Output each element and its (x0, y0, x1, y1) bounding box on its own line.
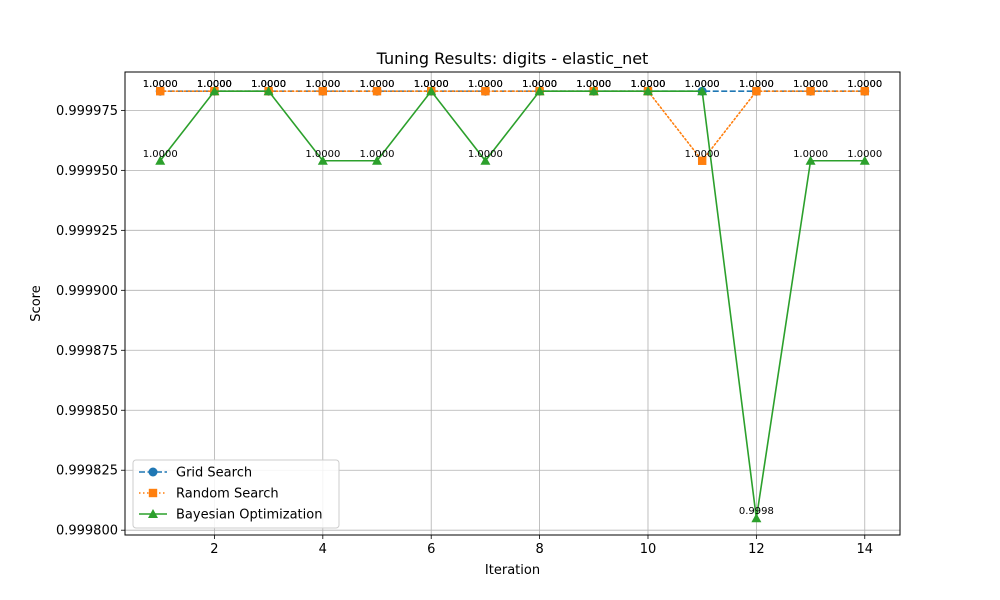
y-tick-label: 0.999900 (56, 284, 118, 299)
bayesian-optimization-point (155, 155, 166, 165)
bayesian-optimization-data-label: 1.0000 (847, 149, 882, 160)
random-search-data-label: 1.0000 (522, 79, 557, 90)
grid-search-data-label: 1.0000 (360, 79, 395, 90)
x-axis-label: Iteration (485, 563, 540, 578)
random-search-data-label: 1.0000 (630, 79, 665, 90)
random-search-point (697, 156, 707, 165)
y-tick-label: 0.999950 (56, 164, 118, 179)
bayesian-optimization-data-label: 1.0000 (793, 149, 828, 160)
chart-title: Tuning Results: digits - elastic_net (376, 49, 649, 69)
bayesian-optimization-data-label: 1.0000 (414, 79, 449, 90)
random-search-point (752, 86, 761, 96)
random-search-data-label: 1.0000 (739, 79, 774, 90)
legend-marker-bayesian-optimization (148, 509, 158, 518)
legend-label-random-search: Random Search (176, 487, 279, 502)
legend: Grid Search Random Search Bayesian Optimiz… (132, 459, 340, 529)
grid-search-data-label: 1.0000 (847, 79, 882, 90)
x-tick-label: 8 (535, 542, 543, 557)
random-search-data-label: 1.0000 (468, 79, 503, 90)
y-axis-label: Score (29, 285, 44, 321)
bayesian-optimization-point (805, 155, 816, 165)
axis-ticks: 2 4 6 8 10 12 14 0.999800 0.999825 0.999850 0.9998… (56, 104, 873, 557)
random-search-data-label: 1.0000 (197, 79, 232, 90)
grid-search-data-label: 1.0000 (305, 79, 340, 90)
y-tick-label: 0.999825 (56, 464, 118, 479)
random-search-data-label: 1.0000 (847, 79, 882, 90)
random-search-point (806, 86, 815, 96)
y-tick-label: 0.999875 (56, 344, 118, 359)
grid-search-data-label: 1.0000 (522, 79, 557, 90)
legend-box (132, 459, 340, 529)
bayesian-optimization-point (697, 86, 708, 96)
random-search-point (481, 86, 490, 96)
bayesian-optimization-point (534, 86, 545, 96)
bayesian-optimization-point (642, 86, 653, 96)
random-search-data-label: 1.0000 (414, 79, 449, 90)
bayesian-optimization-data-label: 1.0000 (630, 79, 665, 90)
bayesian-optimization-data-label: 1.0000 (576, 79, 611, 90)
bayesian-optimization-point (751, 513, 762, 523)
legend-label-bayesian-optimization: Bayesian Optimization (176, 508, 322, 523)
x-tick-label: 6 (427, 542, 435, 557)
series-layer (155, 86, 870, 523)
bayesian-optimization-data-label: 1.0000 (468, 149, 503, 160)
x-tick-label: 10 (640, 542, 657, 557)
grid-search-data-label: 1.0000 (468, 79, 503, 90)
bayesian-optimization-line (159, 89, 865, 519)
random-search-data-label: 1.0000 (576, 79, 611, 90)
random-search-point (860, 86, 869, 96)
bayesian-optimization-data-label: 1.0000 (522, 79, 557, 90)
random-search-data-label: 1.0000 (251, 79, 286, 90)
bayesian-optimization-data-label: 1.0000 (143, 149, 178, 160)
grid-search-data-label: 1.0000 (576, 79, 611, 90)
bayesian-optimization-point (263, 86, 274, 96)
grid-search-data-label: 1.0000 (739, 79, 774, 90)
bayesian-optimization-data-label: 1.0000 (305, 149, 340, 160)
x-tick-label: 2 (210, 542, 218, 557)
random-search-data-label: 1.0000 (143, 79, 178, 90)
grid-search-data-label: 1.0000 (143, 79, 178, 90)
random-search-data-label: 1.0000 (305, 79, 340, 90)
y-tick-label: 0.999975 (56, 104, 118, 119)
random-search-point (318, 86, 328, 96)
bayesian-optimization-point (480, 155, 491, 165)
legend-marker-grid-search (148, 467, 158, 477)
bayesian-optimization-point (859, 155, 870, 165)
grid-search-data-label: 1.0000 (630, 79, 665, 90)
bayesian-optimization-data-label: 1.0000 (197, 79, 232, 90)
bayesian-optimization-data-label: 1.0000 (685, 79, 720, 90)
random-search-data-label: 1.0000 (793, 79, 828, 90)
plot-frame (124, 71, 901, 536)
grid-search-data-label: 1.0000 (197, 79, 232, 90)
x-tick-label: 14 (856, 542, 873, 557)
bayesian-optimization-data-label: 1.0000 (251, 79, 286, 90)
random-search-data-label: 1.0000 (685, 149, 720, 160)
random-search-point (372, 86, 382, 96)
bayesian-optimization-point (209, 86, 220, 96)
legend-label-grid-search: Grid Search (176, 466, 252, 481)
grid-search-data-label: 1.0000 (251, 79, 286, 90)
x-tick-label: 12 (748, 542, 765, 557)
grid-search-data-label: 1.0000 (414, 79, 449, 90)
bayesian-optimization-point (372, 155, 383, 165)
grid-search-data-label: 1.0000 (685, 79, 720, 90)
bayesian-optimization-point (317, 155, 328, 165)
bayesian-optimization-data-label: 1.0000 (360, 149, 395, 160)
bayesian-optimization-point (588, 86, 599, 96)
random-search-data-label: 1.0000 (360, 79, 395, 90)
data-labels: 1.0000 1.0000 1.0000 1.0000 1.0000 1.0000 1.00… (143, 79, 883, 517)
y-tick-label: 0.999800 (56, 524, 118, 539)
x-tick-label: 4 (319, 542, 327, 557)
y-tick-label: 0.999850 (56, 404, 118, 419)
y-tick-label: 0.999925 (56, 224, 118, 239)
grid-search-data-label: 1.0000 (793, 79, 828, 90)
bayesian-optimization-data-label: 0.9998 (739, 506, 774, 517)
random-search-line (159, 90, 866, 163)
bayesian-optimization-point (426, 86, 437, 96)
random-search-point (156, 86, 165, 96)
legend-marker-random-search (148, 488, 158, 498)
